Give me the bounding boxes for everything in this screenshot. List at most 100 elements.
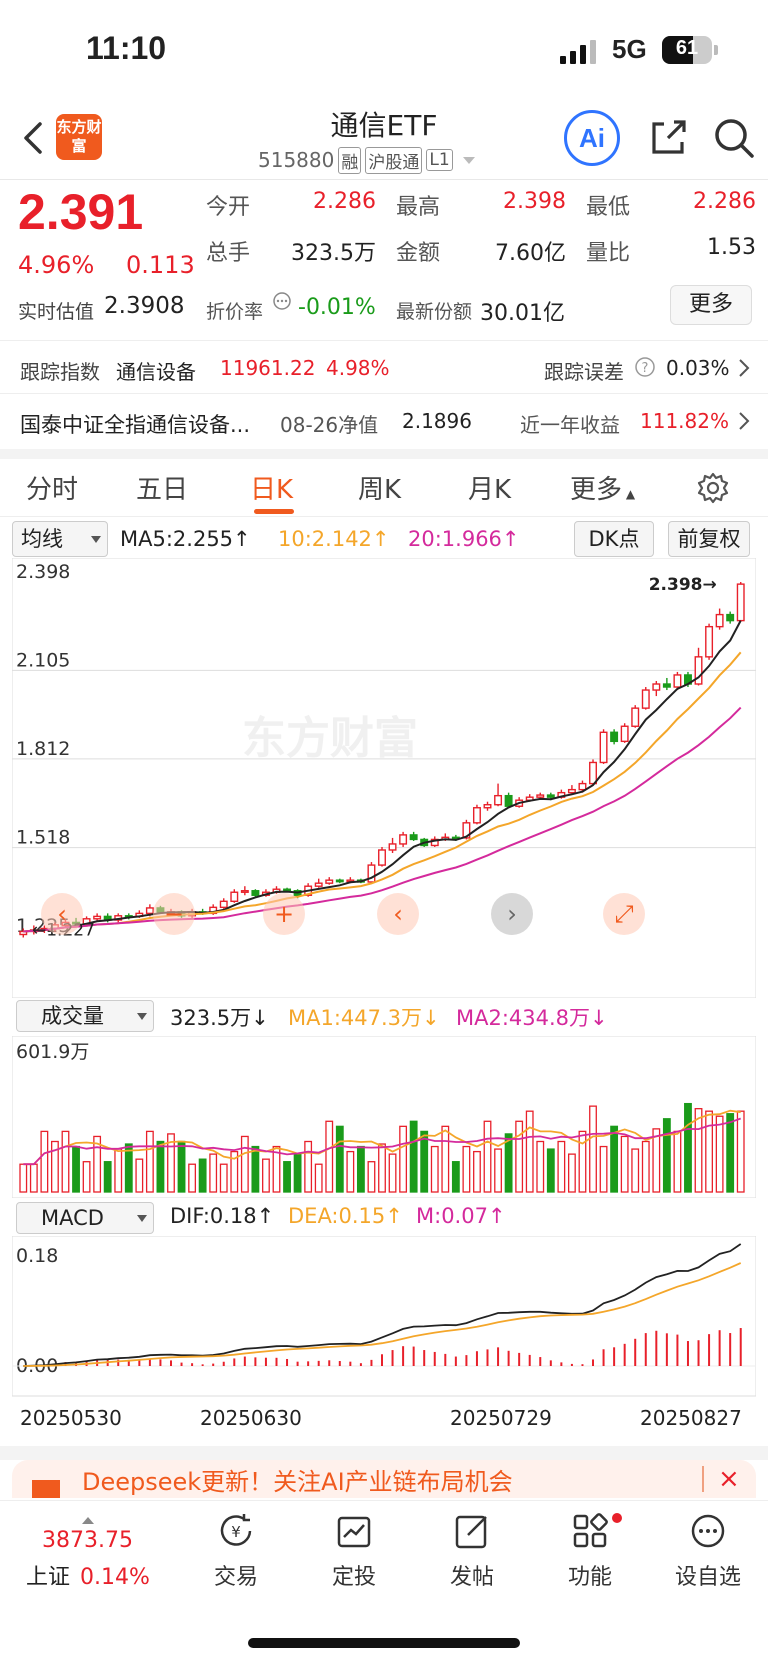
- promo-banner[interactable]: Deepseek更新！关注AI产业链布局机会 ×: [12, 1460, 756, 1498]
- volume-bar: [262, 1158, 270, 1193]
- volume-bar: [51, 1140, 59, 1193]
- signal-icon: [560, 40, 596, 64]
- status-bar: 11:10 5G 61: [0, 0, 768, 100]
- volume-select-label: 成交量: [41, 1004, 104, 1028]
- zoom-in-icon[interactable]: +: [263, 893, 305, 935]
- adjust-button[interactable]: 前复权: [668, 521, 750, 557]
- security-subtitle[interactable]: 515880 融 沪股通 L1: [258, 146, 475, 174]
- ma-select[interactable]: 均线: [12, 521, 108, 557]
- ma10-readout: 10:2.142↑: [278, 527, 390, 551]
- svg-text:¥: ¥: [231, 1523, 241, 1541]
- prev-icon[interactable]: ‹: [377, 893, 419, 935]
- share-icon[interactable]: [646, 116, 690, 160]
- volume-bar: [620, 1135, 629, 1193]
- volume-bar: [346, 1150, 355, 1193]
- tab-five-day[interactable]: 五日: [136, 475, 189, 505]
- ma5-line: [23, 620, 742, 933]
- volume-bar: [272, 1145, 281, 1193]
- tracking-index-pct: 4.98%: [326, 356, 390, 380]
- ratio-label: 量比: [586, 241, 631, 266]
- volume-current: 323.5万↓: [170, 1006, 269, 1030]
- date-label: 20250630: [200, 1406, 302, 1430]
- ma20-text: 20:1.966: [408, 527, 502, 551]
- tab-intraday[interactable]: 分时: [26, 475, 79, 505]
- macd-select[interactable]: MACD: [16, 1202, 154, 1234]
- volume-bar: [314, 1163, 323, 1193]
- nav-functions[interactable]: 功能: [540, 1511, 640, 1591]
- nav-value: 2.1896: [402, 409, 472, 433]
- candle-body: [325, 879, 334, 884]
- nav-post[interactable]: 发帖: [422, 1511, 522, 1591]
- date-axis: 20250530 20250630 20250729 20250827: [0, 1404, 768, 1434]
- watermark: 东方财富: [242, 713, 418, 764]
- nav-watchlist-label: 设自选: [674, 1565, 741, 1590]
- tracking-row[interactable]: 跟踪指数 通信设备 11961.22 4.98% 跟踪误差 ? 0.03%: [0, 342, 768, 394]
- next-icon[interactable]: ›: [491, 893, 533, 935]
- volume-bar: [335, 1125, 344, 1193]
- candle-body: [599, 731, 608, 764]
- candle-body: [694, 656, 703, 685]
- low-value: 2.286: [693, 189, 756, 214]
- volume-bar: [209, 1153, 218, 1193]
- edit-icon: [455, 1515, 487, 1549]
- chevron-right-icon: [739, 412, 750, 430]
- dk-point-button[interactable]: DK点: [574, 521, 654, 557]
- tab-daily-k[interactable]: 日K: [250, 475, 294, 505]
- search-icon[interactable]: [712, 116, 756, 160]
- tool-button-bg: [491, 893, 533, 935]
- app-logo[interactable]: 东方财富: [56, 114, 102, 160]
- tracking-index-value: 11961.22: [220, 356, 316, 380]
- fullscreen-icon[interactable]: ⤢: [603, 893, 645, 935]
- tool-button-glyph: ‹: [57, 900, 67, 928]
- nav-invest-plan[interactable]: 定投: [304, 1511, 404, 1591]
- macd-select-label: MACD: [41, 1206, 104, 1230]
- candle-body: [589, 761, 597, 785]
- volume-bar: [230, 1150, 239, 1193]
- volume-bar: [715, 1115, 724, 1193]
- macd-chart[interactable]: 0.180.00: [12, 1236, 756, 1422]
- nav-watchlist[interactable]: 设自选: [658, 1511, 758, 1591]
- ma20-readout: 20:1.966↑: [408, 527, 520, 551]
- fund-info-row[interactable]: 国泰中证全指通信设备... 08-26净值 2.1896 近一年收益 111.8…: [0, 395, 768, 449]
- close-icon[interactable]: ×: [718, 1464, 740, 1494]
- home-indicator: [248, 1638, 520, 1648]
- volume-bar: [705, 1110, 713, 1193]
- tool-button-glyph: −: [164, 900, 184, 928]
- volume-chart[interactable]: 601.9万: [12, 1036, 756, 1198]
- info-icon[interactable]: [272, 291, 292, 311]
- volume-ma2-line: [23, 1117, 742, 1166]
- volume-label: 总手: [206, 241, 251, 266]
- banner-text: Deepseek更新！关注AI产业链布局机会: [82, 1468, 513, 1496]
- tab-weekly-k[interactable]: 周K: [358, 475, 402, 505]
- volume-select[interactable]: 成交量: [16, 1000, 154, 1032]
- ai-button[interactable]: Ai: [564, 110, 620, 166]
- date-label: 20250827: [640, 1406, 742, 1430]
- back-arrow-icon[interactable]: [20, 118, 50, 158]
- nav-trade[interactable]: ¥ 交易: [186, 1511, 286, 1591]
- gear-icon[interactable]: [696, 471, 730, 505]
- open-label: 今开: [206, 195, 251, 220]
- more-dots-icon: [691, 1514, 725, 1548]
- tab-monthly-k[interactable]: 月K: [468, 475, 512, 505]
- tab-more[interactable]: 更多 ▲: [570, 475, 636, 505]
- back-tool-icon[interactable]: ‹: [41, 893, 83, 935]
- premium-value: -0.01%: [298, 295, 376, 320]
- volume-bar: [29, 1163, 38, 1193]
- notification-dot: [612, 1513, 622, 1523]
- tool-button-glyph: ›: [507, 900, 517, 928]
- zoom-out-icon[interactable]: −: [153, 893, 195, 935]
- candlestick-chart[interactable]: 2.3982.1051.8121.5181.225东方财富2.398→←1.22…: [12, 558, 756, 998]
- volume-bar: [135, 1158, 144, 1193]
- index-ticker[interactable]: 3873.75 上证 0.14%: [26, 1515, 166, 1591]
- help-icon[interactable]: ?: [634, 356, 656, 378]
- network-type: 5G: [612, 34, 647, 64]
- volume-bar: [177, 1140, 186, 1193]
- more-button[interactable]: 更多: [670, 285, 752, 325]
- volume-bar: [409, 1120, 418, 1193]
- candle-body: [219, 900, 228, 909]
- volume-bar: [145, 1130, 154, 1193]
- candle-body: [388, 843, 397, 851]
- index-pct: 0.14%: [80, 1565, 150, 1590]
- high-label: 最高: [396, 195, 441, 220]
- tool-button-bg: [41, 893, 83, 935]
